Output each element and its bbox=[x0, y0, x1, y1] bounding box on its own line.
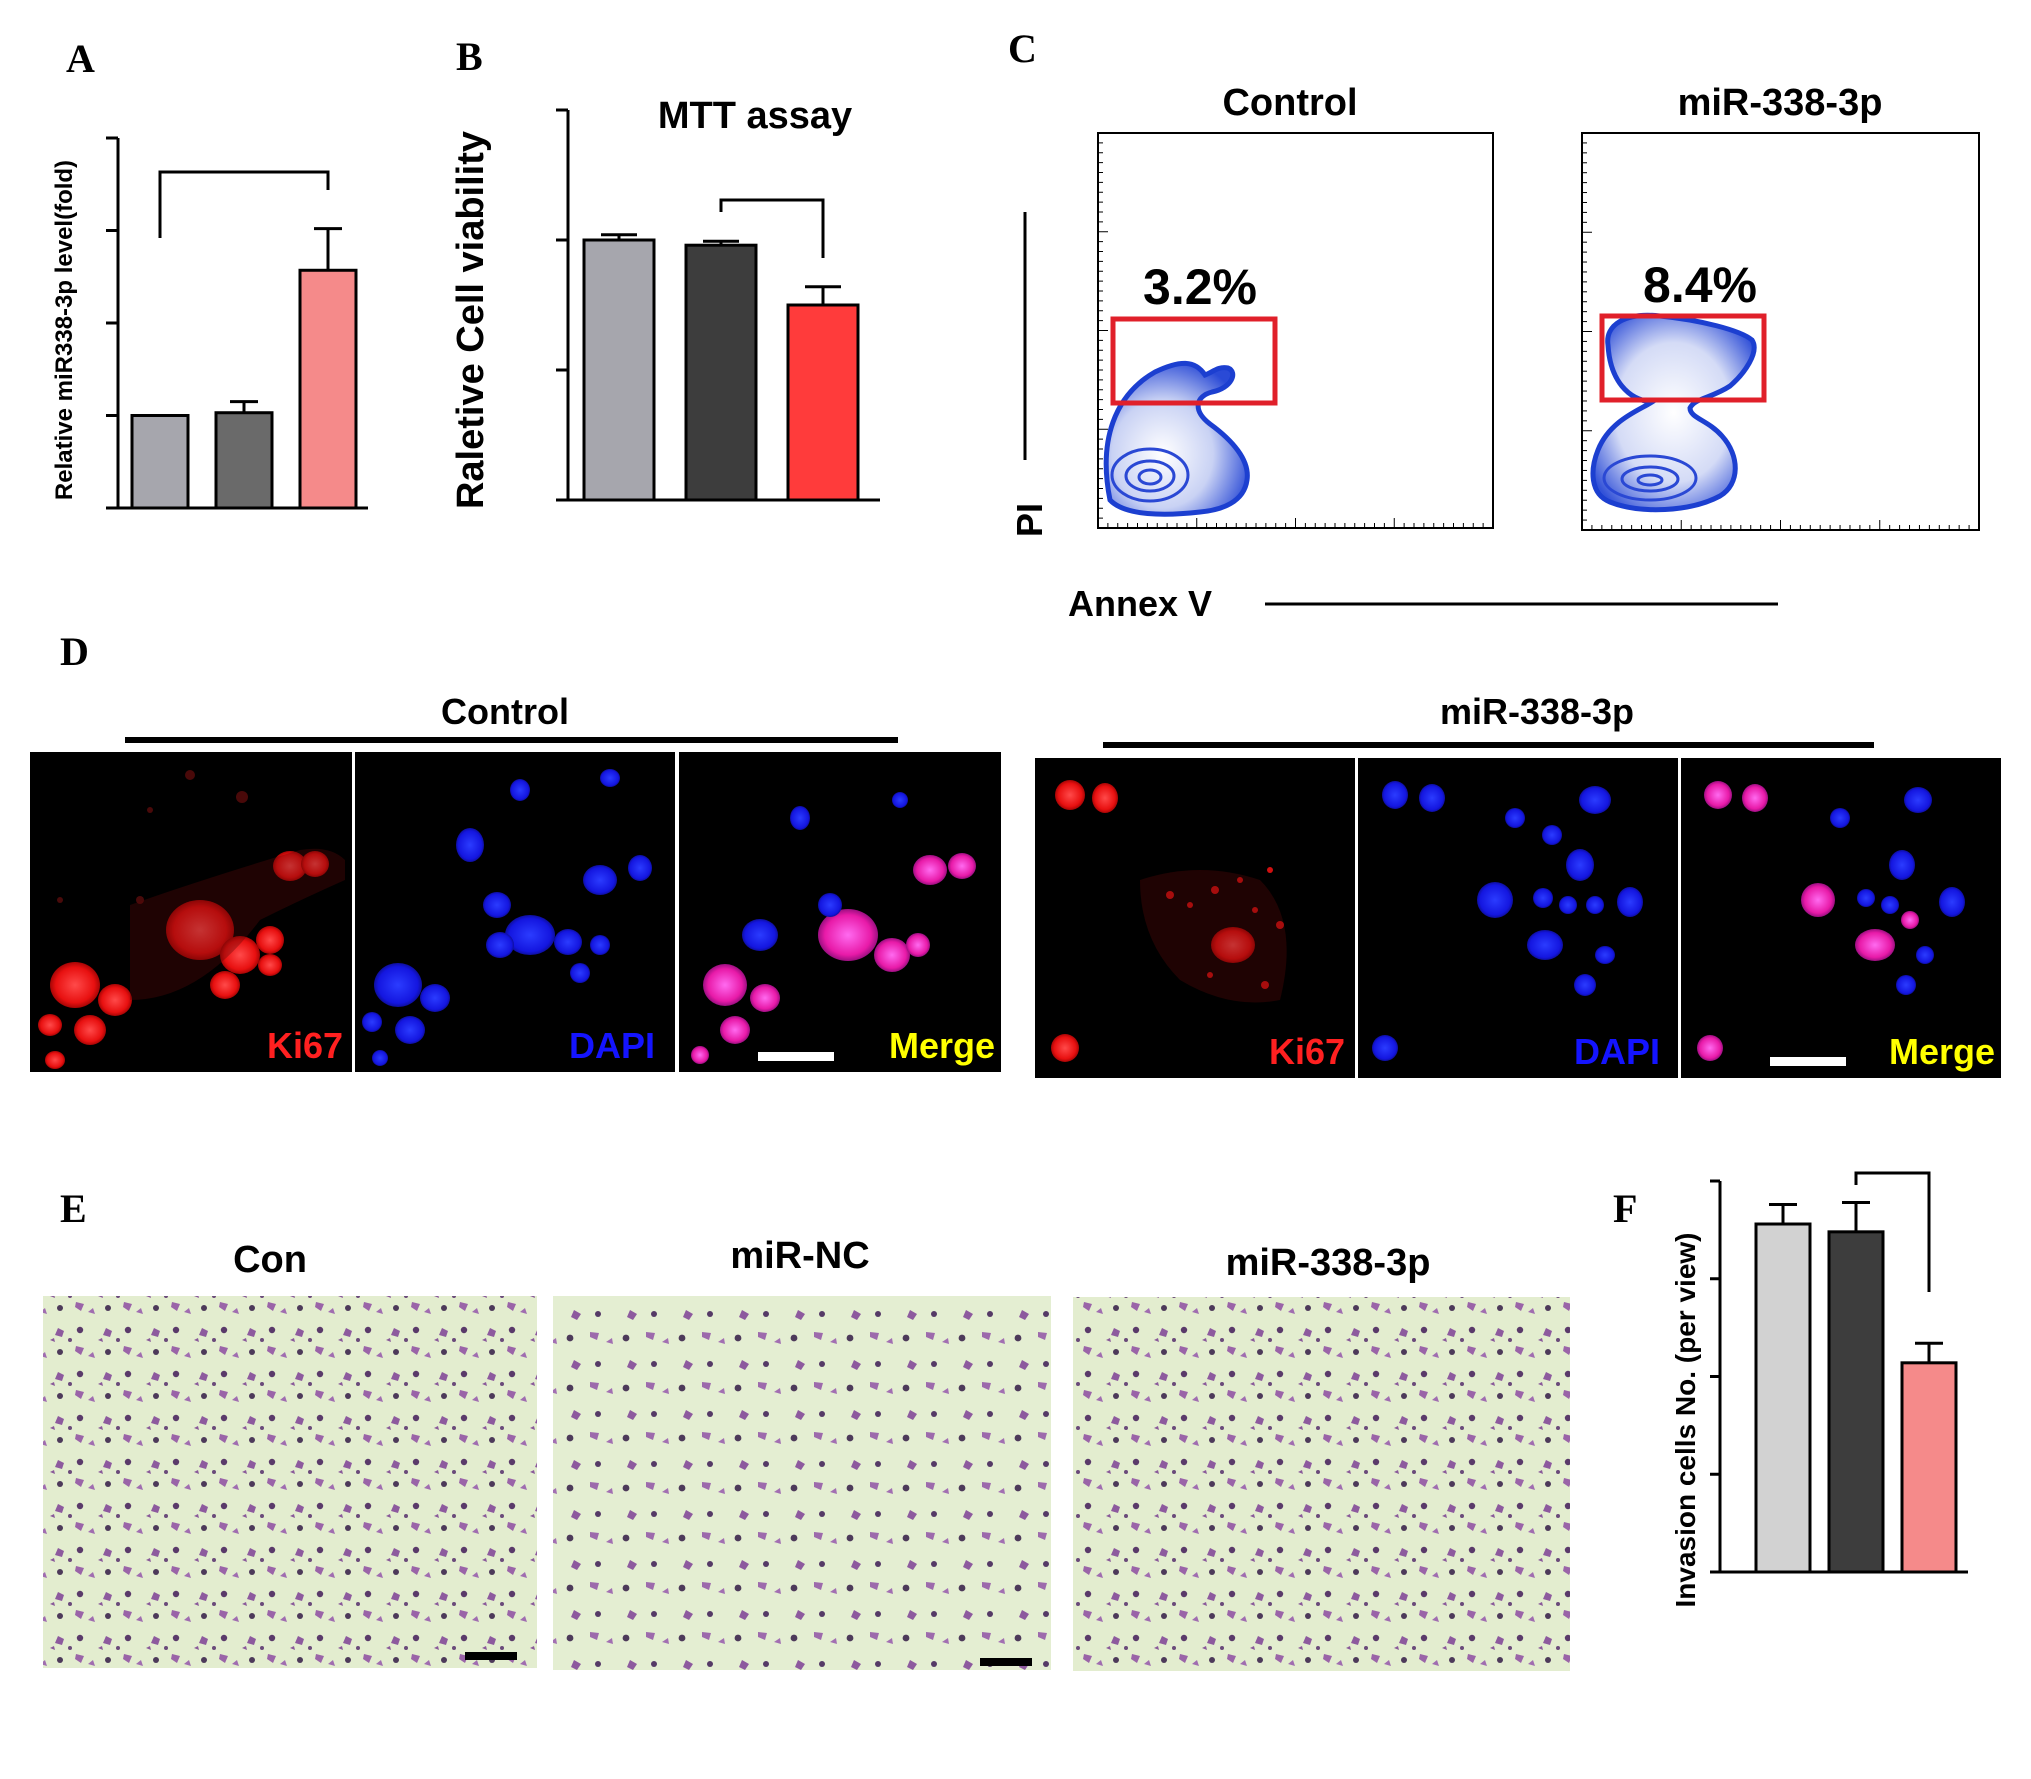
flow-gate-rect bbox=[1110, 316, 1278, 406]
micrograph-group-title: miR-338-3p bbox=[1440, 691, 1634, 732]
significance-bracket bbox=[719, 198, 825, 258]
scale-bar bbox=[980, 1658, 1032, 1666]
invasion-image-title: Con bbox=[233, 1239, 307, 1281]
bar bbox=[1900, 1361, 1958, 1574]
bar bbox=[582, 238, 656, 502]
panel-letter-e: E bbox=[60, 1186, 87, 1231]
panel-letter-b: B bbox=[456, 34, 483, 79]
panel-a-chart bbox=[106, 136, 368, 510]
bar bbox=[1754, 1222, 1812, 1574]
panel-b-ylabel: Raletive Cell viability bbox=[450, 131, 492, 509]
flow-gate-percent: 8.4% bbox=[1643, 257, 1757, 313]
panel-b-chart bbox=[556, 108, 880, 502]
flow-density-ring bbox=[1636, 473, 1664, 487]
panel-f: F Invasion cells No. (per view) bbox=[1613, 1171, 1968, 1608]
invasion-image-title: miR-338-3p bbox=[1226, 1242, 1431, 1284]
panel-f-ylabel: Invasion cells No. (per view) bbox=[1670, 1232, 1701, 1607]
scale-bar bbox=[1770, 1057, 1846, 1066]
panel-letter-d: D bbox=[60, 629, 89, 674]
scale-bar bbox=[465, 1652, 517, 1660]
flow-density-ring bbox=[1124, 459, 1176, 493]
panel-b-title: MTT assay bbox=[658, 95, 852, 137]
panel-e: E Con miR-NC miR-338-3p bbox=[43, 1186, 1570, 1671]
flow-plot-control: Control 3.2% bbox=[1097, 82, 1494, 529]
panel-d: D Control miR-338-3p Ki67 bbox=[30, 629, 2001, 1078]
micrograph-merge-mir: Merge bbox=[1681, 758, 2001, 1078]
flow-plot-mir: miR-338-3p 8.4% bbox=[1581, 82, 1980, 531]
flow-density-ring bbox=[1110, 447, 1190, 503]
bar bbox=[130, 414, 190, 510]
bar bbox=[298, 268, 358, 510]
flow-density-contour bbox=[1103, 360, 1250, 517]
invasion-image-mirnc bbox=[553, 1296, 1051, 1670]
bar bbox=[786, 303, 860, 502]
significance-bracket bbox=[158, 170, 330, 238]
panel-letter-f: F bbox=[1613, 1186, 1637, 1231]
bar bbox=[1827, 1230, 1885, 1574]
flow-density-ring bbox=[1602, 454, 1698, 502]
flow-plot-title: Control bbox=[1222, 82, 1357, 124]
channel-label-ki67: Ki67 bbox=[267, 1025, 343, 1066]
panel-letter-a: A bbox=[66, 36, 95, 81]
scale-bar bbox=[758, 1052, 834, 1061]
panel-c-xlabel: Annex V bbox=[1068, 583, 1212, 624]
invasion-image-mir bbox=[1073, 1297, 1570, 1671]
flow-density-ring bbox=[1620, 465, 1680, 493]
flow-gate-percent: 3.2% bbox=[1143, 259, 1257, 315]
channel-label-merge: Merge bbox=[889, 1025, 995, 1066]
bar bbox=[684, 243, 758, 502]
panel-c: C PI Annex V Control 3.2% miR-338-3p bbox=[1008, 26, 1980, 624]
channel-label-dapi: DAPI bbox=[1574, 1031, 1660, 1072]
micrograph-ki67-mir: Ki67 bbox=[1035, 758, 1355, 1078]
panel-f-chart bbox=[1710, 1171, 1968, 1574]
bar bbox=[214, 411, 274, 510]
micrograph-merge-control: Merge bbox=[679, 752, 1001, 1072]
panel-a: A Relative miR338-3p level(fold) bbox=[51, 36, 368, 510]
panel-a-ylabel: Relative miR338-3p level(fold) bbox=[51, 160, 78, 500]
channel-label-merge: Merge bbox=[1889, 1031, 1995, 1072]
panel-b: B MTT assay Raletive Cell viability bbox=[450, 34, 880, 509]
flow-density-contour bbox=[1590, 312, 1757, 513]
invasion-image-title: miR-NC bbox=[730, 1235, 869, 1277]
micrograph-ki67-control: Ki67 bbox=[30, 752, 352, 1072]
channel-label-ki67: Ki67 bbox=[1269, 1031, 1345, 1072]
micrograph-group-title: Control bbox=[441, 691, 569, 732]
flow-density-ring bbox=[1137, 468, 1163, 486]
flow-plot-title: miR-338-3p bbox=[1678, 82, 1883, 124]
significance-bracket bbox=[1854, 1171, 1931, 1292]
panel-letter-c: C bbox=[1008, 26, 1037, 71]
panel-c-ylabel: PI bbox=[1009, 503, 1050, 537]
invasion-image-con bbox=[43, 1296, 537, 1668]
channel-label-dapi: DAPI bbox=[569, 1025, 655, 1066]
flow-gate-rect bbox=[1599, 313, 1767, 403]
micrograph-dapi-mir: DAPI bbox=[1358, 758, 1678, 1078]
micrograph-dapi-control: DAPI bbox=[355, 752, 675, 1072]
